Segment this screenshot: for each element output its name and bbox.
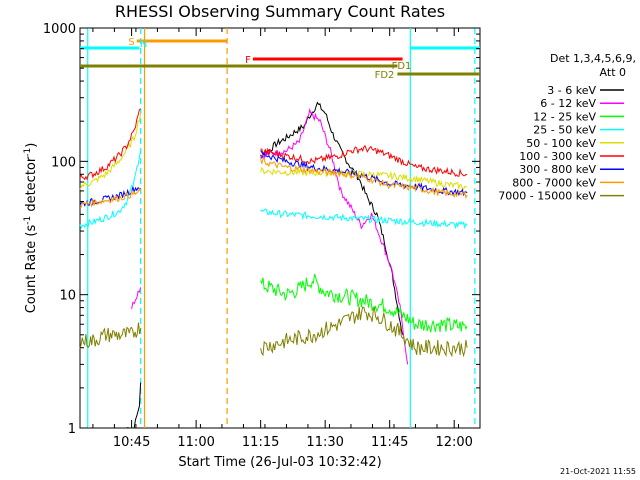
- series-line-3: [79, 149, 468, 230]
- x-axis-label: Start Time (26-Jul-03 10:32:42): [178, 455, 381, 470]
- x-tick-label: 11:00: [177, 435, 214, 450]
- footer-date: 21-Oct-2021 11:55: [560, 467, 636, 476]
- series-line-5: [79, 108, 468, 181]
- legend-label: 800 - 7000 keV: [512, 176, 596, 189]
- x-axis-ticks: 10:45 11:00 11:15 11:30 11:45 12:00: [92, 28, 473, 450]
- series-line-7: [79, 158, 468, 209]
- y-axis-label: Count Rate (s-1 detector-1): [23, 143, 39, 314]
- x-tick-label: 11:15: [242, 435, 279, 450]
- y-tick-label: 1000: [43, 22, 76, 37]
- y-tick-label: 100: [51, 155, 76, 170]
- legend-label: 12 - 25 keV: [533, 110, 596, 123]
- chart-title: RHESSI Observing Summary Count Rates: [115, 2, 445, 21]
- x-tick-label: 11:30: [306, 435, 343, 450]
- legend-header-detectors: Det 1,3,4,5,6,9,: [550, 52, 636, 65]
- state-label-s: S: [128, 37, 134, 48]
- x-tick-label: 12:00: [435, 435, 472, 450]
- series-line-6: [79, 150, 468, 207]
- legend-label: 50 - 100 keV: [526, 137, 596, 150]
- legend-label: 3 - 6 keV: [547, 84, 596, 97]
- x-tick-label: 11:45: [371, 435, 408, 450]
- state-label-fd1: FD1: [392, 61, 412, 72]
- state-label-f: F: [245, 55, 251, 66]
- legend-label: 25 - 50 keV: [533, 124, 596, 137]
- series-line-8: [79, 305, 468, 358]
- y-tick-label: 10: [59, 289, 76, 304]
- plot-frame: [79, 27, 481, 429]
- state-label-n: N: [140, 39, 147, 50]
- legend-label: 100 - 300 keV: [519, 150, 596, 163]
- state-label-fd2: FD2: [375, 70, 395, 81]
- legend-label: 6 - 12 keV: [540, 97, 596, 110]
- series-line-2: [260, 273, 468, 333]
- x-tick-label: 10:45: [113, 435, 150, 450]
- legend-header-attenuator: Att 0: [600, 66, 626, 79]
- legend-label: 300 - 800 keV: [519, 163, 596, 176]
- y-axis-ticks: 1 10 100 1000: [43, 22, 480, 437]
- series-line-4: [79, 113, 468, 190]
- legend-label: 7000 - 15000 keV: [498, 190, 596, 203]
- y-tick-label: 1: [68, 422, 76, 437]
- series-line-1: [131, 107, 409, 365]
